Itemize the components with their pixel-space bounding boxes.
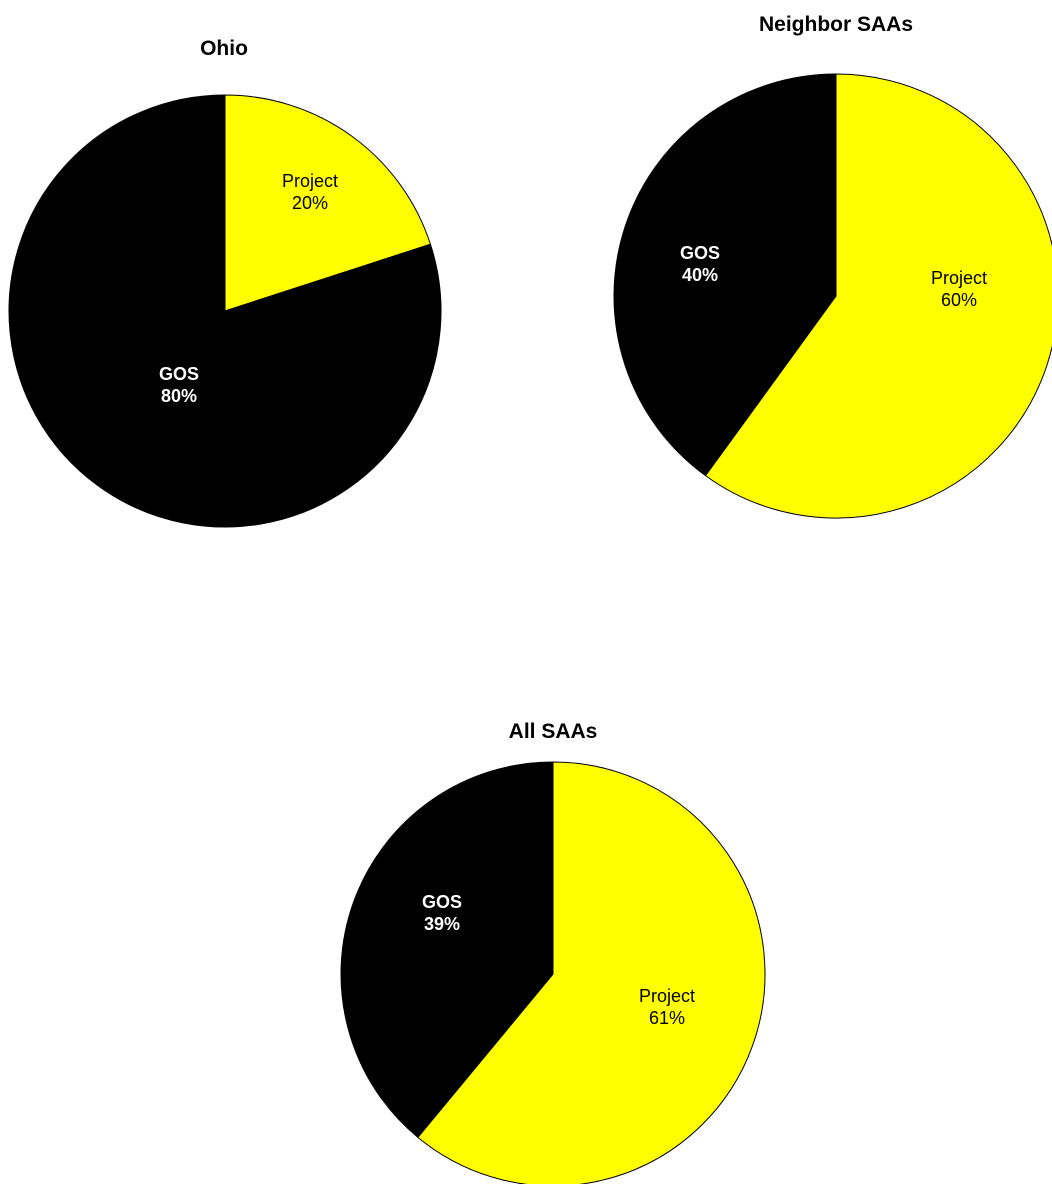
slice-percent-label: 60% (941, 290, 977, 310)
slice-category-label: Project (639, 986, 695, 1006)
slice-percent-label: 80% (161, 386, 197, 406)
pie-chart-ohio: Ohio Project 20% GOS 80% (9, 37, 441, 527)
slice-percent-label: 61% (649, 1008, 685, 1028)
slice-percent-label: 39% (424, 914, 460, 934)
slice-category-label: Project (931, 268, 987, 288)
chart-title: All SAAs (509, 720, 598, 743)
pie-chart-neighbor-saas: Neighbor SAAs Project 60% GOS 40% (614, 13, 1052, 518)
slice-category-label: Project (282, 171, 338, 191)
pie-slices (9, 95, 441, 527)
chart-title: Ohio (200, 37, 248, 60)
slice-percent-label: 40% (682, 265, 718, 285)
chart-title: Neighbor SAAs (759, 13, 913, 36)
pie-slices (614, 74, 1052, 518)
pie-chart-all-saas: All SAAs Project 61% GOS 39% (341, 720, 765, 1184)
slice-category-label: GOS (680, 243, 720, 263)
slice-category-label: GOS (159, 364, 199, 384)
slice-percent-label: 20% (292, 193, 328, 213)
pie-slices (341, 762, 765, 1184)
slice-category-label: GOS (422, 892, 462, 912)
